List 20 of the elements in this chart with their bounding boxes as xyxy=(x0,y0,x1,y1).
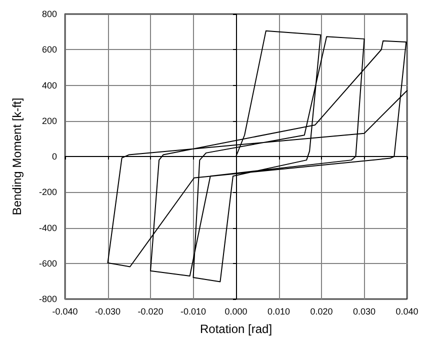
x-tick-label: -0.040 xyxy=(52,306,78,316)
x-tick-label: 0.030 xyxy=(352,306,376,316)
y-tick-label: 0 xyxy=(52,152,57,162)
y-tick-label: -400 xyxy=(38,222,57,233)
y-tick-label: -800 xyxy=(38,294,57,304)
x-tick-label: -0.010 xyxy=(180,306,206,316)
x-tick-label: 0.020 xyxy=(310,306,333,316)
y-tick-label: 600 xyxy=(42,44,57,55)
x-tick-label: -0.030 xyxy=(94,306,121,316)
x-tick-label: 0.040 xyxy=(396,306,418,316)
x-tick-label: 0.000 xyxy=(224,306,248,316)
y-axis-title: Bending Moment [k-ft] xyxy=(10,98,24,216)
x-tick-label: 0.010 xyxy=(267,306,290,316)
y-tick-label: 800 xyxy=(42,9,57,19)
x-tick-label: -0.020 xyxy=(138,306,164,316)
y-tick-label: -200 xyxy=(38,187,57,198)
y-tick-label: 400 xyxy=(42,80,57,90)
y-tick-label: -600 xyxy=(38,258,57,268)
y-tick-label: 200 xyxy=(42,116,57,126)
x-axis-title: Rotation [rad] xyxy=(200,322,272,336)
